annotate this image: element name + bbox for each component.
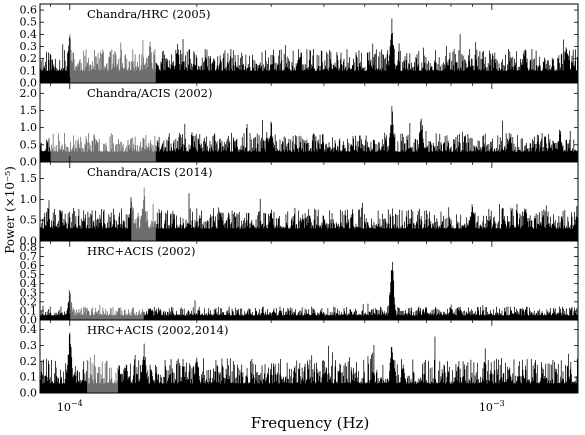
- series-line-grey: [69, 293, 144, 320]
- x-axis: 10−4 10−3: [57, 399, 505, 414]
- y-tick-label: 1.0: [20, 193, 38, 206]
- panel-4: 0.00.10.20.30.40.50.60.70.8 HRC+ACIS (200…: [20, 240, 579, 327]
- y-tick-label: 0.4: [20, 323, 38, 336]
- y-tick-label: 0.5: [20, 214, 38, 227]
- y-tick-label: 1.5: [20, 172, 38, 185]
- y-tick-label: 2.0: [20, 87, 38, 100]
- x-tick-mantissa: 10: [57, 401, 71, 414]
- panel-title: Chandra/ACIS (2002): [87, 86, 212, 100]
- series-line-grey: [86, 354, 119, 393]
- x-axis-label: Frequency (Hz): [251, 414, 370, 432]
- panels-group: 0.00.10.20.30.40.50.6 Chandra/HRC (2005)0…: [20, 3, 579, 400]
- y-tick-label: 0.6: [20, 259, 38, 272]
- y-tick-label: 0.2: [20, 52, 38, 65]
- y-tick-label: 0.1: [20, 64, 38, 77]
- y-tick-label: 0.2: [20, 295, 38, 308]
- series-line: [39, 332, 579, 393]
- y-tick-label: 0.0: [20, 387, 38, 400]
- y-tick-label: 1.5: [20, 104, 38, 117]
- panel-frame: [39, 319, 579, 394]
- series-line-grey: [50, 132, 156, 162]
- y-tick-label: 0.5: [20, 268, 38, 281]
- panel-1: 0.00.10.20.30.40.50.6 Chandra/HRC (2005): [20, 3, 579, 90]
- panel-title: Chandra/HRC (2005): [87, 7, 210, 21]
- y-tick-label: 0.0: [20, 314, 38, 327]
- y-tick-label: 0.3: [20, 286, 38, 299]
- x-tick-exponent: −3: [493, 399, 505, 408]
- y-tick-label: 0.5: [20, 16, 38, 29]
- x-tick-exponent: −4: [71, 399, 83, 408]
- y-tick-label: 0.0: [20, 77, 38, 90]
- y-tick-label: 0.4: [20, 277, 38, 290]
- y-tick-label: 0.0: [20, 235, 38, 248]
- x-tick-label: 10−4: [57, 399, 83, 414]
- panel-2: 0.0 0.5 1.0 1.5 2.0 Chandra/ACIS (2002): [20, 82, 579, 169]
- panel-title: Chandra/ACIS (2014): [87, 165, 212, 179]
- y-tick-label: 0.8: [20, 241, 38, 254]
- y-tick-label: 1.0: [20, 121, 38, 134]
- y-tick-label: 0.5: [20, 138, 38, 151]
- y-tick-label: 0.1: [20, 304, 38, 317]
- y-axis-label: Power (×10⁻⁵): [3, 166, 17, 254]
- y-tick-label: 0.3: [20, 40, 38, 53]
- series-line-grey: [131, 187, 156, 241]
- panel-title: HRC+ACIS (2002,2014): [87, 323, 228, 337]
- x-tick-mantissa: 10: [479, 401, 493, 414]
- y-tick-label: 0.1: [20, 371, 38, 384]
- x-tick-label: 10−3: [479, 399, 505, 414]
- y-tick-label: 0.2: [20, 355, 38, 368]
- y-tick-label: 0.0: [20, 156, 38, 169]
- panel-5: 0.0 0.1 0.2 0.3 0.4 HRC+ACIS (2002,2014): [20, 319, 579, 400]
- y-tick-label: 0.3: [20, 339, 38, 352]
- panel-title: HRC+ACIS (2002): [87, 244, 196, 258]
- y-tick-label: 0.7: [20, 250, 38, 263]
- y-tick-label: 0.4: [20, 28, 38, 41]
- panel-3: 0.0 0.5 1.0 1.5 Chandra/ACIS (2014): [20, 161, 579, 248]
- y-tick-label: 0.6: [20, 4, 38, 17]
- series-line: [39, 193, 579, 241]
- series-line-grey: [69, 34, 156, 83]
